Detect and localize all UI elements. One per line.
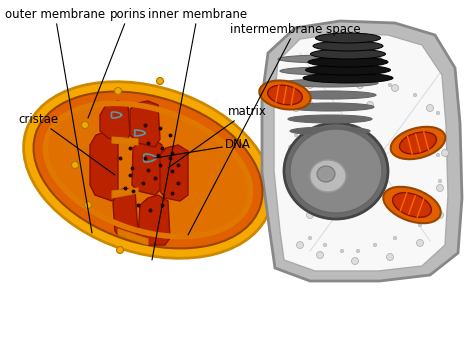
Polygon shape: [138, 195, 170, 245]
Circle shape: [433, 203, 437, 207]
Circle shape: [292, 104, 300, 112]
Circle shape: [296, 99, 300, 103]
Ellipse shape: [284, 123, 388, 219]
Polygon shape: [112, 188, 138, 198]
Text: inner membrane: inner membrane: [148, 8, 247, 260]
Polygon shape: [112, 137, 138, 145]
Circle shape: [307, 82, 313, 89]
Circle shape: [430, 129, 434, 133]
Ellipse shape: [313, 41, 383, 51]
Circle shape: [338, 76, 342, 80]
Ellipse shape: [288, 115, 372, 123]
Circle shape: [297, 241, 303, 249]
Text: matrix: matrix: [168, 105, 267, 168]
Circle shape: [356, 249, 360, 253]
Circle shape: [436, 153, 440, 157]
Ellipse shape: [44, 101, 253, 239]
Text: cristae: cristae: [18, 113, 115, 175]
Circle shape: [373, 243, 377, 247]
Ellipse shape: [24, 82, 273, 258]
Polygon shape: [132, 138, 162, 195]
Circle shape: [437, 211, 444, 219]
Circle shape: [441, 150, 448, 156]
Circle shape: [308, 236, 312, 240]
Circle shape: [438, 179, 442, 183]
Circle shape: [427, 104, 434, 112]
Circle shape: [307, 211, 313, 219]
Ellipse shape: [280, 67, 380, 75]
Circle shape: [352, 202, 358, 209]
Circle shape: [388, 83, 392, 87]
Ellipse shape: [383, 187, 441, 223]
Circle shape: [352, 257, 358, 264]
Circle shape: [307, 102, 313, 108]
Ellipse shape: [303, 73, 393, 83]
Circle shape: [418, 223, 422, 227]
Ellipse shape: [310, 49, 385, 59]
Circle shape: [436, 111, 440, 115]
Ellipse shape: [268, 85, 302, 105]
Circle shape: [417, 239, 423, 246]
Polygon shape: [274, 33, 448, 271]
Circle shape: [289, 144, 295, 151]
Text: intermembrane space: intermembrane space: [188, 23, 361, 235]
Polygon shape: [118, 229, 148, 245]
Polygon shape: [100, 101, 130, 143]
Circle shape: [323, 243, 327, 247]
Circle shape: [393, 236, 397, 240]
Ellipse shape: [278, 55, 382, 63]
Circle shape: [337, 91, 344, 98]
Circle shape: [413, 93, 417, 97]
Circle shape: [296, 173, 300, 177]
Polygon shape: [262, 21, 462, 281]
Circle shape: [115, 88, 121, 95]
Circle shape: [117, 246, 124, 253]
Ellipse shape: [284, 91, 376, 99]
Ellipse shape: [310, 160, 346, 192]
Ellipse shape: [290, 129, 382, 213]
Circle shape: [82, 121, 89, 128]
Ellipse shape: [290, 127, 370, 135]
Ellipse shape: [286, 103, 374, 111]
Circle shape: [386, 253, 393, 261]
Text: porins: porins: [88, 8, 146, 118]
Ellipse shape: [282, 79, 378, 87]
Circle shape: [289, 185, 295, 191]
Circle shape: [392, 84, 399, 91]
Circle shape: [366, 102, 374, 108]
Ellipse shape: [34, 91, 263, 249]
Circle shape: [84, 202, 91, 209]
Polygon shape: [90, 131, 118, 201]
Ellipse shape: [400, 132, 437, 154]
Circle shape: [356, 82, 364, 89]
Ellipse shape: [392, 193, 431, 217]
Ellipse shape: [308, 57, 388, 67]
Ellipse shape: [316, 33, 381, 43]
Text: outer membrane: outer membrane: [5, 8, 105, 233]
Polygon shape: [130, 101, 160, 147]
Ellipse shape: [317, 166, 335, 182]
Polygon shape: [160, 145, 188, 201]
Circle shape: [363, 79, 367, 83]
Circle shape: [72, 162, 79, 168]
Circle shape: [313, 76, 317, 80]
Circle shape: [294, 133, 298, 137]
Circle shape: [437, 185, 444, 191]
Ellipse shape: [259, 80, 311, 109]
Polygon shape: [113, 188, 138, 238]
Circle shape: [156, 78, 164, 84]
Circle shape: [374, 148, 382, 155]
Ellipse shape: [391, 127, 446, 159]
Ellipse shape: [306, 65, 391, 75]
Text: DNA: DNA: [155, 138, 251, 158]
Circle shape: [317, 251, 323, 258]
Circle shape: [340, 249, 344, 253]
